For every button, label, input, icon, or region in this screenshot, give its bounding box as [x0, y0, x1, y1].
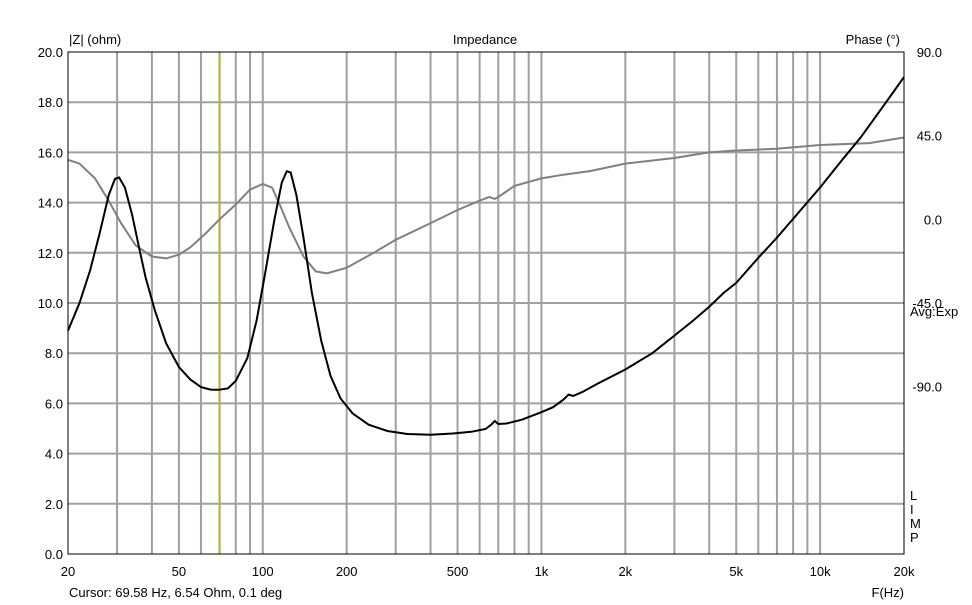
- x-tick-label: 100: [252, 564, 274, 579]
- y-tick-labels: 0.0 2.0 4.0 6.0 8.0 10.0 12.0 14.0 16.0 18.0 20.0: [38, 45, 63, 562]
- y2-tick-label: 0.0: [924, 212, 942, 227]
- y2-tick-labels: 90.0 45.0 0.0 -45.0 -90.0: [912, 45, 942, 395]
- y2-tick-label: -45.0: [912, 296, 942, 311]
- limp-letter: L: [910, 488, 917, 503]
- y2-axis-label: Phase (°): [846, 32, 900, 47]
- plot-frame: [67, 51, 905, 555]
- y-tick-label: 20.0: [38, 45, 63, 60]
- x-tick-label: 5k: [729, 564, 743, 579]
- y-tick-label: 14.0: [38, 196, 63, 211]
- x-axis-label: F(Hz): [872, 585, 905, 600]
- y-tick-label: 6.0: [45, 396, 63, 411]
- y2-tick-label: 90.0: [917, 45, 942, 60]
- limp-letter: I: [910, 502, 914, 517]
- y2-tick-label: 45.0: [917, 129, 942, 144]
- grid: [68, 52, 904, 554]
- y2-tick-label: -90.0: [912, 380, 942, 395]
- x-tick-labels: 20 50 100 200 500 1k 2k 5k 10k 20k: [61, 564, 915, 579]
- y-tick-label: 18.0: [38, 95, 63, 110]
- cursor-readout: Cursor: 69.58 Hz, 6.54 Ohm, 0.1 deg: [69, 585, 282, 600]
- x-tick-label: 1k: [535, 564, 549, 579]
- y-tick-label: 2.0: [45, 497, 63, 512]
- y-tick-label: 4.0: [45, 447, 63, 462]
- chart-title: Impedance: [453, 32, 517, 47]
- avg-label: Avg:Exp: [910, 304, 958, 319]
- x-tick-label: 50: [172, 564, 186, 579]
- limp-letter: P: [910, 530, 919, 545]
- x-tick-label: 2k: [618, 564, 632, 579]
- phase-series-line: [67, 136, 905, 275]
- x-tick-label: 10k: [810, 564, 831, 579]
- x-tick-label: 20: [61, 564, 75, 579]
- x-tick-label: 200: [336, 564, 358, 579]
- y-tick-label: 0.0: [45, 547, 63, 562]
- y-tick-label: 16.0: [38, 145, 63, 160]
- y-tick-label: 8.0: [45, 346, 63, 361]
- impedance-series-line: [67, 76, 905, 436]
- limp-letter: M: [910, 516, 921, 531]
- y-tick-label: 12.0: [38, 246, 63, 261]
- y-axis-label: |Z| (ohm): [69, 32, 121, 47]
- x-tick-label: 500: [447, 564, 469, 579]
- y-tick-label: 10.0: [38, 296, 63, 311]
- x-tick-label: 20k: [894, 564, 915, 579]
